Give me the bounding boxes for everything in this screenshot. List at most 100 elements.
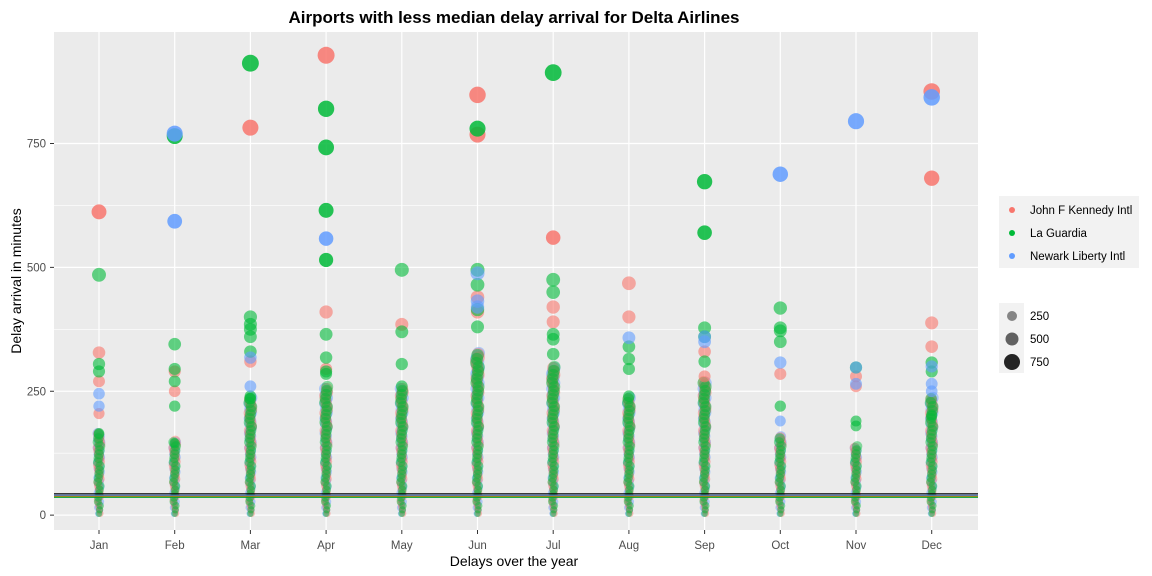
data-point bbox=[623, 434, 634, 445]
data-point bbox=[470, 372, 483, 385]
data-point bbox=[95, 476, 105, 486]
data-point bbox=[851, 485, 861, 495]
data-point bbox=[320, 396, 332, 409]
data-point bbox=[548, 499, 557, 508]
data-point bbox=[474, 481, 484, 491]
data-point bbox=[95, 439, 106, 450]
data-point bbox=[95, 502, 103, 511]
data-point bbox=[470, 375, 483, 388]
data-point bbox=[623, 400, 636, 412]
data-point bbox=[397, 467, 407, 477]
data-point bbox=[246, 502, 255, 511]
data-point bbox=[777, 501, 786, 510]
data-point bbox=[470, 389, 483, 402]
data-point bbox=[623, 477, 633, 487]
data-point bbox=[548, 440, 559, 451]
data-point bbox=[547, 419, 559, 430]
data-point bbox=[471, 393, 483, 405]
data-point bbox=[926, 429, 938, 440]
size-label-500: 500 bbox=[1030, 334, 1049, 346]
legend-label-lga: La Guardia bbox=[1030, 228, 1088, 240]
data-point bbox=[699, 497, 708, 506]
data-point bbox=[244, 409, 256, 422]
data-point bbox=[245, 464, 255, 474]
data-point bbox=[321, 421, 333, 432]
data-point bbox=[474, 506, 482, 514]
data-point bbox=[322, 502, 330, 511]
legend-key-ewr bbox=[1009, 253, 1015, 259]
data-point bbox=[624, 425, 635, 436]
data-point bbox=[398, 506, 406, 514]
data-point bbox=[550, 507, 558, 515]
data-point bbox=[698, 433, 710, 444]
data-point bbox=[246, 456, 257, 467]
data-point bbox=[697, 389, 710, 402]
data-point bbox=[850, 446, 861, 457]
data-point bbox=[925, 396, 938, 409]
data-point bbox=[701, 482, 711, 492]
data-point bbox=[697, 397, 710, 410]
data-point bbox=[473, 421, 485, 432]
data-point bbox=[93, 453, 104, 464]
data-point bbox=[94, 469, 104, 479]
data-point bbox=[549, 461, 559, 471]
data-point bbox=[245, 431, 257, 442]
data-point bbox=[549, 510, 556, 517]
data-point bbox=[851, 449, 861, 460]
data-point bbox=[93, 473, 103, 483]
data-point bbox=[699, 431, 711, 442]
data-point bbox=[246, 441, 257, 452]
data-point bbox=[92, 267, 106, 282]
data-point bbox=[698, 321, 712, 335]
data-point bbox=[853, 510, 861, 517]
data-point bbox=[394, 262, 409, 277]
data-point bbox=[399, 497, 407, 506]
data-point bbox=[244, 403, 256, 416]
data-point bbox=[248, 510, 255, 517]
data-point bbox=[700, 461, 710, 471]
data-point bbox=[170, 470, 180, 481]
data-point bbox=[698, 477, 708, 487]
data-point bbox=[624, 467, 634, 477]
data-point bbox=[625, 467, 635, 477]
data-point bbox=[245, 479, 255, 489]
data-point bbox=[928, 506, 936, 514]
data-point bbox=[925, 425, 936, 436]
data-point bbox=[546, 382, 558, 395]
data-point bbox=[701, 506, 709, 514]
data-point bbox=[94, 445, 105, 456]
data-point bbox=[698, 477, 708, 487]
data-point bbox=[697, 412, 709, 425]
data-point bbox=[852, 467, 862, 477]
data-point bbox=[169, 477, 178, 487]
data-point bbox=[547, 370, 560, 383]
data-point bbox=[546, 376, 558, 389]
data-point bbox=[548, 446, 559, 457]
data-point bbox=[698, 434, 710, 445]
data-point bbox=[549, 474, 559, 484]
data-point bbox=[699, 425, 710, 436]
data-point bbox=[245, 418, 257, 429]
data-point bbox=[395, 425, 406, 436]
data-point bbox=[93, 477, 103, 487]
data-point bbox=[927, 499, 935, 508]
data-point bbox=[471, 392, 483, 405]
data-point bbox=[245, 455, 256, 466]
data-point bbox=[396, 400, 409, 413]
data-point bbox=[319, 396, 331, 409]
data-point bbox=[622, 443, 633, 454]
data-point bbox=[698, 394, 711, 407]
data-point bbox=[548, 391, 561, 404]
data-point bbox=[624, 461, 635, 471]
data-point bbox=[395, 412, 407, 425]
data-point bbox=[622, 428, 634, 440]
data-point bbox=[321, 422, 333, 433]
data-point bbox=[852, 500, 860, 509]
data-point bbox=[546, 412, 558, 425]
data-point bbox=[699, 385, 712, 398]
data-point bbox=[395, 393, 407, 405]
data-point bbox=[547, 414, 559, 426]
data-point bbox=[927, 485, 937, 494]
data-point bbox=[548, 485, 558, 494]
